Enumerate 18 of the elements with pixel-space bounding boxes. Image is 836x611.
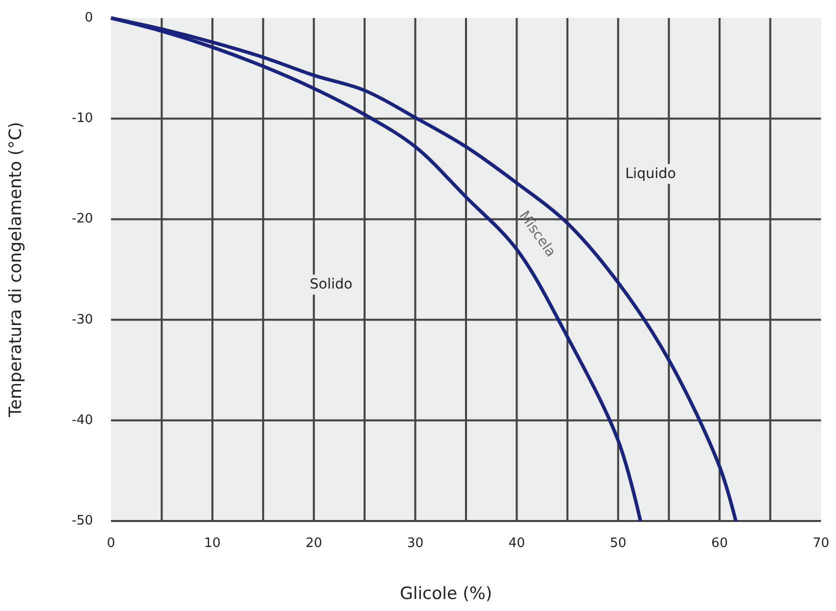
x-tick-label: 50 [610,536,626,551]
x-tick-label: 10 [204,536,221,551]
annotation: Liquido [625,166,676,182]
y-axis-title: Temperatura di congelamento (°C) [6,122,26,418]
x-tick-label: 0 [106,536,116,551]
x-tick-label: 70 [812,536,830,551]
y-tick-label: -30 [72,312,93,328]
x-tick-label: 60 [711,536,728,551]
x-tick-label: 40 [508,536,525,551]
y-tick-label: -20 [72,212,93,227]
y-tick-label: -40 [72,412,93,428]
y-tick-label: -50 [72,514,93,529]
annotation: Solido [310,276,352,292]
x-tick-label: 30 [407,536,424,551]
y-tick-label: 0 [84,10,93,26]
x-tick-label: 20 [306,536,322,551]
y-tick-label: -10 [72,111,93,126]
x-axis-title: Glicole (%) [400,584,492,604]
